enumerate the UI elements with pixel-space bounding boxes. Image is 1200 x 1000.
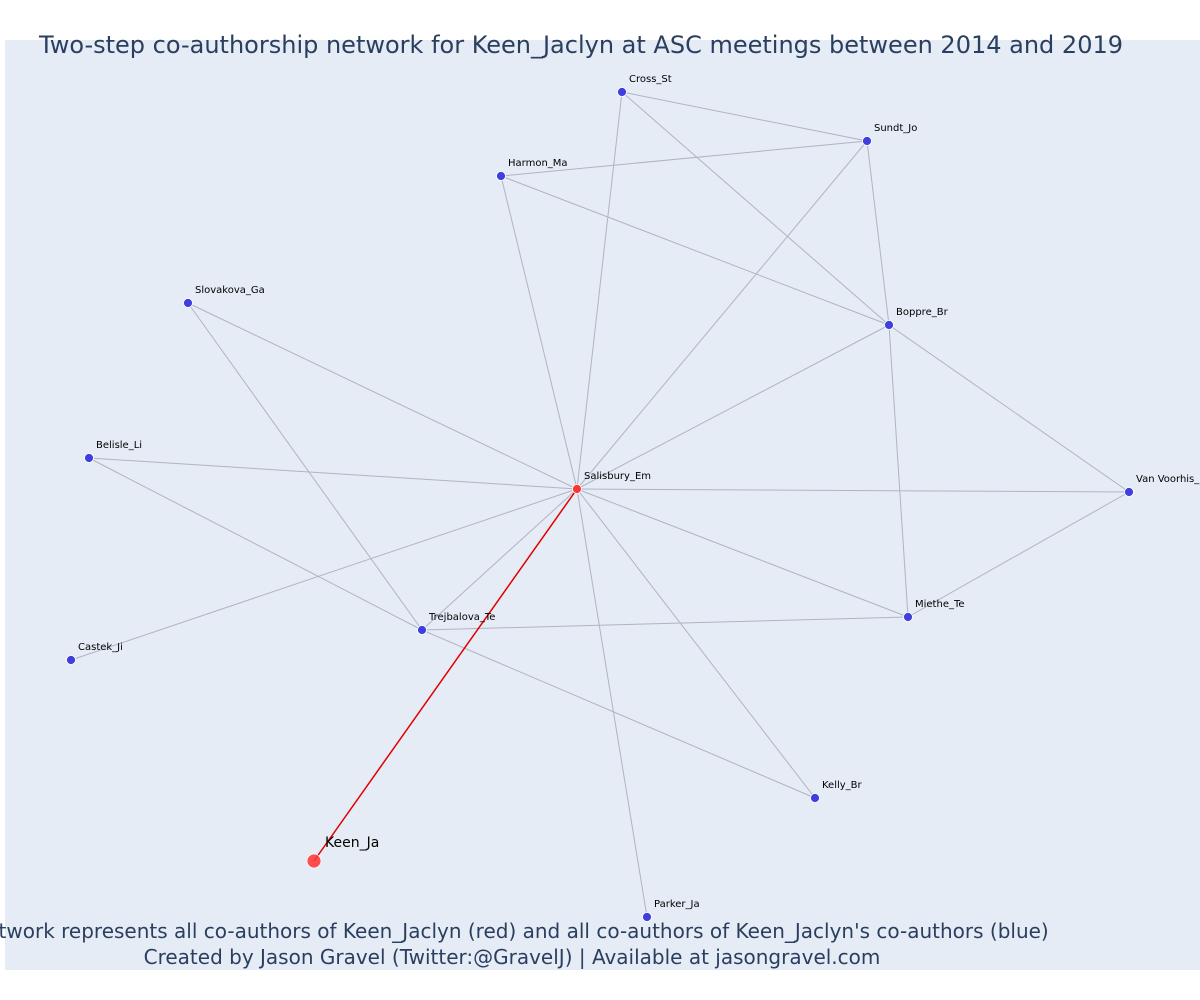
plot-background <box>5 40 1200 970</box>
node-label-trejbalova-te: Trejbalova_Te <box>428 612 495 623</box>
chart-title: Two-step co-authorship network for Keen_… <box>38 31 1123 59</box>
node-label-parker-ja: Parker_Ja <box>654 899 700 910</box>
edge-salisbury-em-kelly-br <box>576 488 816 799</box>
node-label-belisle-li: Belisle_Li <box>96 440 142 451</box>
edge-layer <box>70 91 1130 918</box>
node-label-boppre-br: Boppre_Br <box>896 307 949 318</box>
edge-harmon-ma-boppre-br <box>500 175 890 326</box>
node-parker-ja[interactable] <box>642 912 652 922</box>
edge-slovakova-ga-trejbalova-te <box>187 302 423 631</box>
node-sundt-jo[interactable] <box>862 136 872 146</box>
edge-salisbury-em-castek-ji <box>70 488 578 661</box>
node-miethe-te[interactable] <box>903 612 913 622</box>
node-label-harmon-ma: Harmon_Ma <box>508 158 568 169</box>
node-van-voorhis[interactable] <box>1124 487 1134 497</box>
edge-salisbury-em-belisle-li <box>88 457 578 490</box>
node-cross-st[interactable] <box>617 87 627 97</box>
edge-salisbury-em-trejbalova-te <box>421 488 578 631</box>
node-salisbury-em[interactable] <box>572 484 582 494</box>
edge-belisle-li-trejbalova-te <box>88 457 423 631</box>
caption-line-2: Created by Jason Gravel (Twitter:@Gravel… <box>144 945 881 969</box>
node-castek-ji[interactable] <box>66 655 76 665</box>
edge-boppre-br-van-voorhis <box>888 324 1130 493</box>
edge-salisbury-em-slovakova-ga <box>187 302 578 490</box>
node-label-miethe-te: Miethe_Te <box>915 599 965 610</box>
edge-keen-ja-salisbury-em <box>313 488 578 862</box>
edge-salisbury-em-parker-ja <box>576 488 648 918</box>
node-boppre-br[interactable] <box>884 320 894 330</box>
edge-van-voorhis-miethe-te <box>907 491 1130 618</box>
edge-boppre-br-miethe-te <box>888 324 909 618</box>
edge-salisbury-em-boppre-br <box>576 324 890 490</box>
node-harmon-ma[interactable] <box>496 171 506 181</box>
node-keen-ja[interactable] <box>306 853 322 869</box>
edge-trejbalova-te-kelly-br <box>421 629 816 799</box>
node-belisle-li[interactable] <box>84 453 94 463</box>
node-label-van-voorhis: Van Voorhis_ <box>1136 474 1200 485</box>
edge-salisbury-em-sundt-jo <box>576 140 868 490</box>
node-label-keen-ja: Keen_Ja <box>325 835 379 851</box>
node-layer <box>66 87 1134 922</box>
edge-salisbury-em-harmon-ma <box>500 175 578 490</box>
edge-sundt-jo-boppre-br <box>866 140 890 326</box>
node-label-cross-st: Cross_St <box>629 74 672 85</box>
edge-salisbury-em-van-voorhis <box>576 488 1130 493</box>
edge-harmon-ma-sundt-jo <box>500 140 868 177</box>
node-label-castek-ji: Castek_Ji <box>78 642 123 653</box>
caption-line-1: Network represents all co-authors of Kee… <box>0 919 1049 943</box>
node-label-salisbury-em: Salisbury_Em <box>584 471 651 482</box>
node-label-kelly-br: Kelly_Br <box>822 780 863 791</box>
node-label-slovakova-ga: Slovakova_Ga <box>195 285 265 296</box>
edge-trejbalova-te-miethe-te <box>421 616 909 631</box>
edge-salisbury-em-cross-st <box>576 91 623 490</box>
node-kelly-br[interactable] <box>810 793 820 803</box>
edge-salisbury-em-miethe-te <box>576 488 909 618</box>
label-layer: Keen_Ja Salisbury_Em Cross_St Sundt_Jo Harmo… <box>78 74 1200 910</box>
edge-cross-st-sundt-jo <box>621 91 868 142</box>
edge-cross-st-boppre-br <box>621 91 890 326</box>
node-trejbalova-te[interactable] <box>417 625 427 635</box>
node-slovakova-ga[interactable] <box>183 298 193 308</box>
node-label-sundt-jo: Sundt_Jo <box>874 123 917 134</box>
